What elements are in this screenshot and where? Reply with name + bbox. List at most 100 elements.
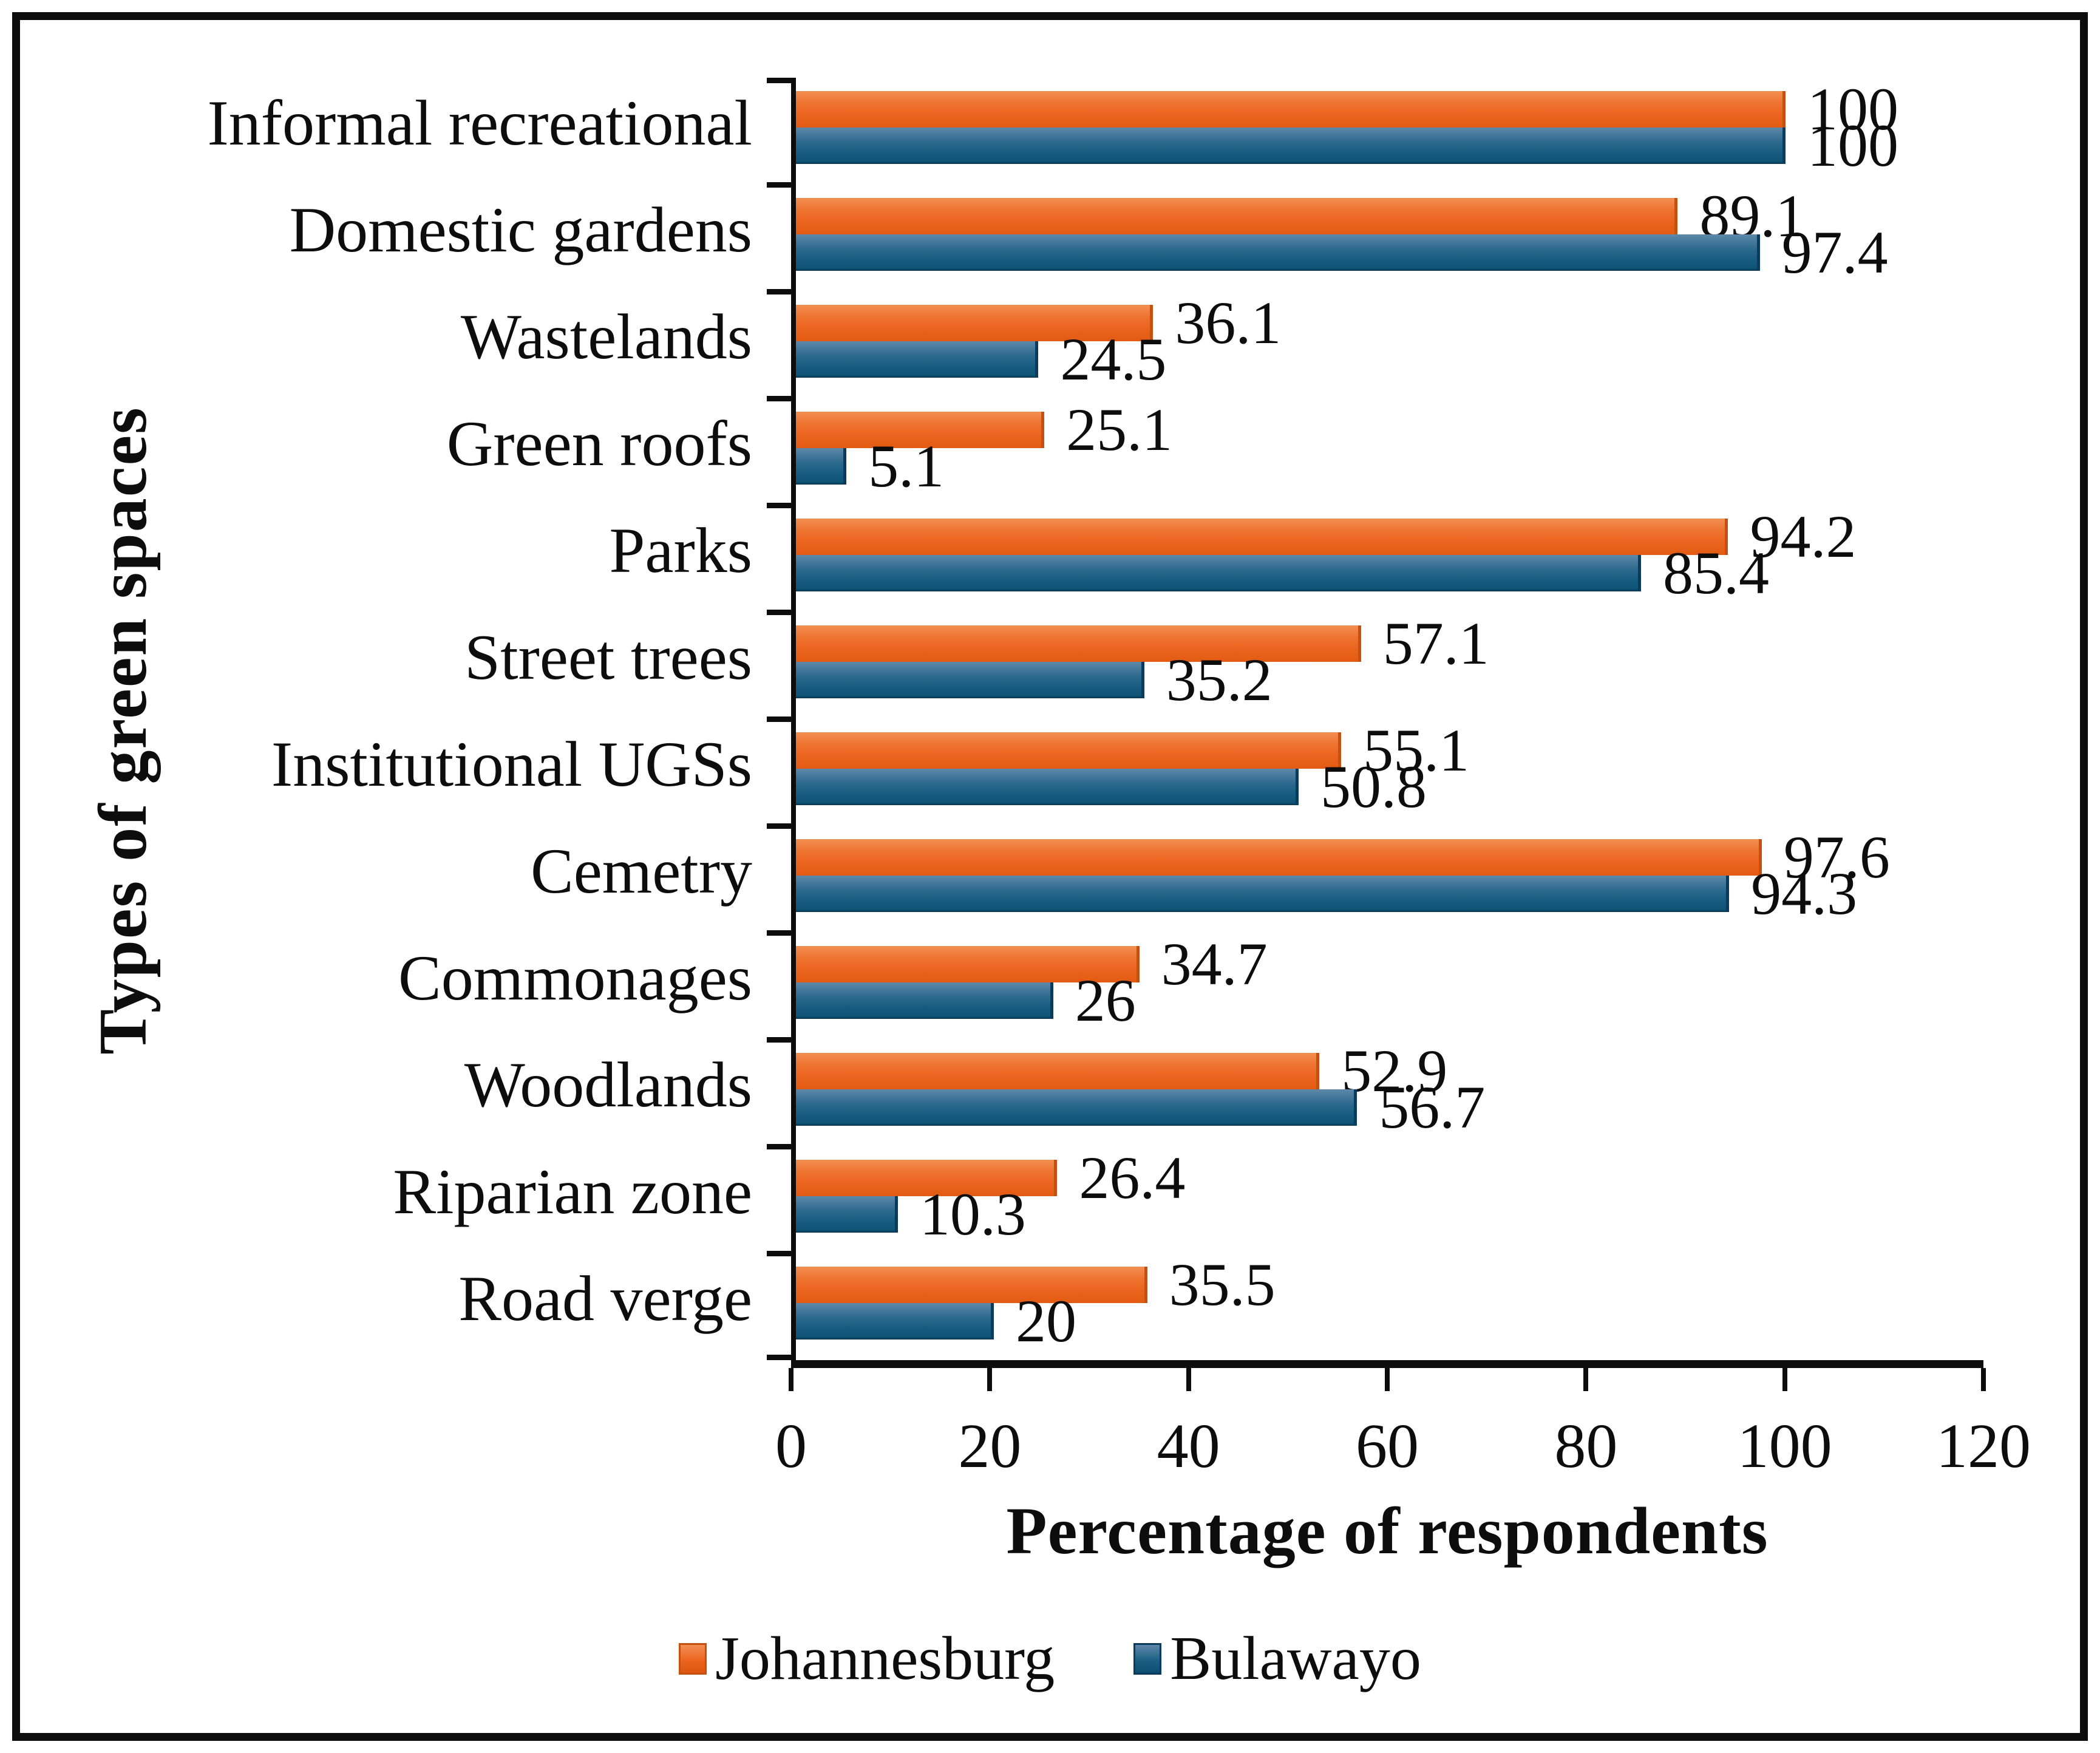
bar-bulawayo <box>796 234 1760 271</box>
category-label: Riparian zone <box>393 1156 752 1227</box>
bar-group: 100 100 <box>796 78 1983 185</box>
bar-group: 57.1 35.2 <box>796 612 1983 719</box>
bar-line-bulawayo: 85.4 <box>796 543 1983 604</box>
x-axis-tick <box>1782 1368 1787 1391</box>
category-label: Domestic gardens <box>289 194 752 265</box>
x-tick-label: 20 <box>958 1411 1022 1481</box>
category-label: Road verge <box>458 1263 752 1334</box>
value-label: 36.1 <box>1175 289 1282 356</box>
bar-bulawayo <box>796 555 1642 591</box>
category-label: Wastelands <box>460 301 752 372</box>
x-tick-label: 100 <box>1737 1411 1832 1481</box>
y-axis-tick <box>767 182 791 188</box>
value-label: 97.4 <box>1781 219 1888 286</box>
value-label: 100 <box>1807 75 1898 143</box>
category-label: Woodlands <box>464 1049 752 1120</box>
bar-group: 36.1 24.5 <box>796 291 1983 398</box>
value-label: 97.6 <box>1783 823 1890 891</box>
y-axis-tick <box>767 78 791 83</box>
bar-line-bulawayo: 26 <box>796 970 1983 1031</box>
value-label: 34.7 <box>1161 930 1268 998</box>
bar-johannesburg <box>796 305 1154 341</box>
bar-group: 25.1 5.1 <box>796 398 1983 505</box>
value-label: 100 <box>1807 112 1898 179</box>
bar-line-bulawayo: 97.4 <box>796 222 1983 283</box>
x-axis-line: 0 20 40 60 80 100 120 <box>775 1360 2031 1481</box>
bar-group: 52.9 56.7 <box>796 1040 1983 1146</box>
bar-group: 89.1 97.4 <box>796 185 1983 291</box>
legend: Johannesburg Bulawayo <box>20 1628 2080 1690</box>
x-axis-tick <box>1385 1368 1390 1391</box>
bar-bulawayo <box>796 769 1299 805</box>
y-axis-tick <box>767 1355 791 1360</box>
legend-item-johannesburg: Johannesburg <box>679 1628 1055 1690</box>
value-label: 35.5 <box>1169 1251 1276 1318</box>
value-label: 26.4 <box>1079 1144 1186 1211</box>
bar-group: 26.4 10.3 <box>796 1146 1983 1253</box>
x-tick-label: 120 <box>1936 1411 2031 1481</box>
y-axis-tick <box>767 1250 791 1256</box>
bar-bulawayo <box>796 1089 1358 1126</box>
value-label: 24.5 <box>1060 325 1167 393</box>
x-axis-tick <box>1583 1368 1589 1391</box>
bar-line-johannesburg: 26.4 <box>796 1148 1983 1208</box>
y-axis-tick <box>767 1036 791 1043</box>
value-label: 25.1 <box>1066 396 1173 463</box>
bar-johannesburg <box>796 1053 1320 1089</box>
bar-line-bulawayo: 100 <box>796 115 1983 176</box>
value-label: 85.4 <box>1663 539 1770 607</box>
value-label: 57.1 <box>1382 610 1489 677</box>
bar-line-johannesburg: 52.9 <box>796 1041 1983 1101</box>
legend-item-bulawayo: Bulawayo <box>1133 1628 1421 1690</box>
y-axis-tick <box>767 609 791 615</box>
y-axis-tick <box>767 823 791 829</box>
bar-johannesburg <box>796 1267 1147 1303</box>
category-label: Parks <box>609 515 752 586</box>
category-label: Informal recreational <box>207 87 752 158</box>
legend-swatch-bulawayo-icon <box>1133 1643 1162 1675</box>
value-label: 26 <box>1075 967 1136 1034</box>
value-label: 20 <box>1015 1287 1076 1355</box>
bar-line-bulawayo: 35.2 <box>796 650 1983 710</box>
bar-johannesburg <box>796 732 1342 769</box>
bar-line-johannesburg: 25.1 <box>796 400 1983 460</box>
x-tick-label: 60 <box>1356 1411 1419 1481</box>
bar-line-bulawayo: 56.7 <box>796 1077 1983 1138</box>
bar-line-bulawayo: 10.3 <box>796 1184 1983 1245</box>
bar-johannesburg <box>796 839 1762 876</box>
bar-line-bulawayo: 50.8 <box>796 757 1983 817</box>
bar-line-johannesburg: 94.2 <box>796 506 1983 567</box>
bar-group: 94.2 85.4 <box>796 505 1983 612</box>
x-tick-label: 80 <box>1554 1411 1618 1481</box>
bar-johannesburg <box>796 91 1786 128</box>
value-label: 55.1 <box>1363 717 1470 784</box>
y-axis-tick <box>767 716 791 722</box>
bar-line-johannesburg: 97.6 <box>796 827 1983 888</box>
legend-label: Bulawayo <box>1170 1624 1421 1693</box>
bar-bulawayo <box>796 662 1144 698</box>
x-axis-tick <box>789 1368 793 1391</box>
bar-line-johannesburg: 34.7 <box>796 934 1983 995</box>
value-label: 5.1 <box>868 432 945 500</box>
bar-johannesburg <box>796 519 1728 555</box>
x-tick-label: 40 <box>1157 1411 1220 1481</box>
category-label: Street trees <box>464 622 752 693</box>
legend-label: Johannesburg <box>715 1624 1055 1693</box>
category-label: Commonages <box>398 942 752 1013</box>
bar-johannesburg <box>796 412 1045 448</box>
bar-line-bulawayo: 5.1 <box>796 436 1983 497</box>
plot-rows: 100 100 89.1 97.4 36.1 24.5 25.1 5.1 94.2 85.4 57.… <box>767 78 1983 1360</box>
bar-line-bulawayo: 20 <box>796 1291 1983 1352</box>
category-label: Green roofs <box>446 408 752 479</box>
bar-johannesburg <box>796 198 1678 234</box>
bar-bulawayo <box>796 128 1786 164</box>
bar-group: 55.1 50.8 <box>796 719 1983 826</box>
bar-johannesburg <box>796 946 1140 982</box>
x-axis-title: Percentage of respondents <box>1006 1494 1769 1568</box>
value-label: 56.7 <box>1379 1074 1486 1141</box>
legend-swatch-johannesburg-icon <box>679 1643 707 1675</box>
bar-johannesburg <box>796 1160 1058 1196</box>
value-label: 94.3 <box>1751 860 1858 927</box>
category-label: Cemetry <box>531 836 752 907</box>
y-axis-tick <box>767 288 791 294</box>
